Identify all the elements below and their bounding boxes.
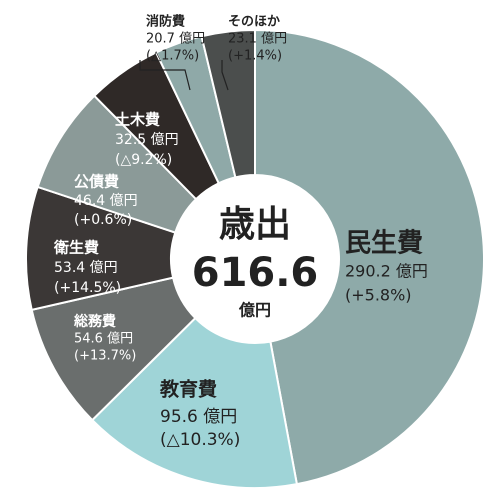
value-label: 53.4 億円 [54, 260, 118, 276]
center-unit: 億円 [238, 301, 271, 320]
value-label: 23.1 億円 [228, 32, 287, 47]
category-label: 教育費 [159, 378, 217, 401]
leader-line [139, 60, 191, 91]
category-label: 消防費 [146, 14, 185, 30]
change-label: (△1.7%) [146, 49, 199, 64]
category-label: そのほか [228, 15, 280, 30]
change-label: (+14.5%) [54, 280, 121, 296]
labels: 民生費 290.2 億円 (+5.8%) 教育費 95.6 億円 (△10.3%) 総務費 5… [53, 14, 428, 451]
value-label: 290.2 億円 [345, 262, 428, 281]
leader-line [221, 60, 229, 91]
change-label: (+1.4%) [228, 49, 282, 64]
change-label: (△9.2%) [115, 152, 172, 168]
center-title: 歳出 [219, 204, 291, 245]
category-label: 衛生費 [53, 239, 99, 257]
value-label: 32.5 億円 [115, 132, 179, 148]
change-label: (+5.8%) [345, 286, 412, 305]
change-label: (+13.7%) [74, 349, 136, 364]
value-label: 54.6 億円 [74, 332, 133, 347]
value-label: 95.6 億円 [160, 407, 237, 427]
donut-hole [171, 175, 339, 343]
category-label: 土木費 [115, 111, 160, 129]
category-label: 総務費 [73, 313, 116, 330]
value-label: 20.7 億円 [146, 32, 205, 47]
center-total: 616.6 [192, 250, 319, 296]
value-label: 46.4 億円 [74, 193, 138, 209]
category-label: 民生費 [345, 229, 423, 259]
change-label: (+0.6%) [74, 212, 132, 228]
category-label: 公債費 [74, 173, 119, 191]
change-label: (△10.3%) [160, 430, 240, 450]
wedges [25, 28, 485, 489]
